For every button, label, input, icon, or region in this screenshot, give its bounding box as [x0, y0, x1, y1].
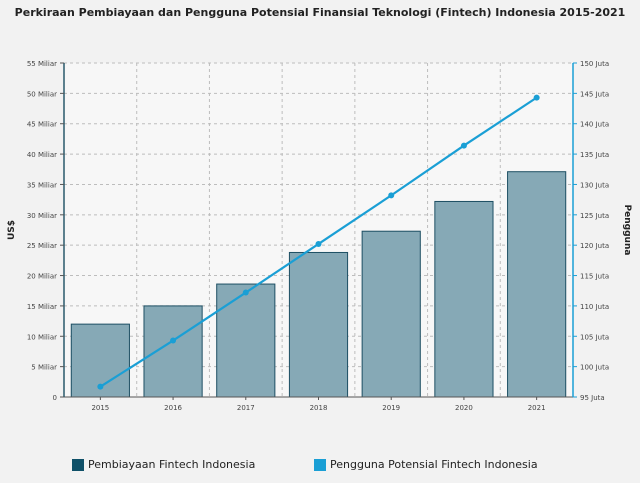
point-2021	[533, 94, 540, 101]
bar-2018	[288, 251, 349, 398]
left-tick-label: 0	[53, 394, 57, 402]
x-tick-label: 2020	[455, 404, 473, 412]
bar-2020	[434, 200, 494, 398]
left-tick-label: 15 Miliar	[27, 303, 57, 311]
legend-label-users: Pengguna Potensial Fintech Indonesia	[330, 458, 538, 471]
right-tick-label: 135 Juta	[580, 151, 609, 159]
right-tick-label: 125 Juta	[580, 212, 609, 220]
right-tick-label: 115 Juta	[580, 273, 609, 281]
left-tick-label: 55 Miliar	[27, 60, 57, 68]
right-tick-label: 100 Juta	[580, 364, 609, 372]
bar-2019	[361, 230, 421, 398]
bar-2021	[507, 171, 567, 398]
left-tick-label: 30 Miliar	[27, 212, 57, 220]
legend-item-financing: Pembiayaan Fintech Indonesia	[72, 458, 255, 471]
legend-swatch-financing	[72, 458, 84, 471]
left-axis-title: US$	[7, 220, 17, 240]
point-2018	[315, 240, 322, 247]
legend-label-financing: Pembiayaan Fintech Indonesia	[88, 458, 256, 471]
right-tick-label: 110 Juta	[580, 303, 609, 311]
legend-item-users: Pengguna Potensial Fintech Indonesia	[314, 458, 538, 471]
x-tick-label: 2021	[528, 404, 546, 412]
point-2017	[242, 289, 249, 296]
point-2020	[460, 142, 467, 149]
point-2015	[97, 383, 104, 390]
right-tick-label: 120 Juta	[580, 242, 609, 250]
bar-2016	[143, 305, 203, 398]
left-tick-label: 25 Miliar	[27, 242, 57, 250]
x-tick-label: 2019	[382, 404, 400, 412]
bar-2017	[216, 283, 276, 398]
left-tick-label: 35 Miliar	[27, 181, 57, 189]
chart-title: Perkiraan Pembiayaan dan Pengguna Potens…	[14, 6, 626, 19]
x-tick-label: 2018	[310, 404, 328, 412]
point-2019	[388, 192, 395, 199]
left-tick-label: 50 Miliar	[27, 90, 57, 98]
right-axis-title: Pengguna	[622, 205, 632, 256]
x-tick-label: 2017	[237, 404, 255, 412]
right-tick-label: 105 Juta	[580, 333, 609, 341]
right-tick-label: 145 Juta	[580, 90, 609, 98]
legend-swatch-users	[314, 458, 326, 471]
left-tick-label: 20 Miliar	[27, 273, 57, 281]
x-tick-label: 2015	[91, 404, 109, 412]
left-tick-label: 45 Miliar	[27, 121, 57, 129]
point-2016	[170, 337, 177, 344]
left-tick-label: 10 Miliar	[27, 333, 57, 341]
right-tick-label: 95 Juta	[580, 394, 605, 402]
right-tick-label: 150 Juta	[580, 60, 609, 68]
left-tick-label: 5 Miliar	[31, 364, 57, 372]
right-tick-label: 140 Juta	[580, 121, 609, 129]
x-tick-label: 2016	[164, 404, 182, 412]
left-tick-label: 40 Miliar	[27, 151, 57, 159]
right-tick-label: 130 Juta	[580, 181, 609, 189]
